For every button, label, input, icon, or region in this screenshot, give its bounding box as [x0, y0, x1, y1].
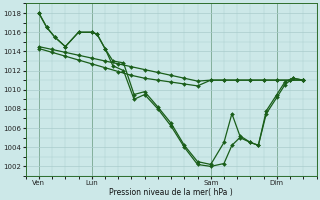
X-axis label: Pression niveau de la mer( hPa ): Pression niveau de la mer( hPa )	[109, 188, 233, 197]
